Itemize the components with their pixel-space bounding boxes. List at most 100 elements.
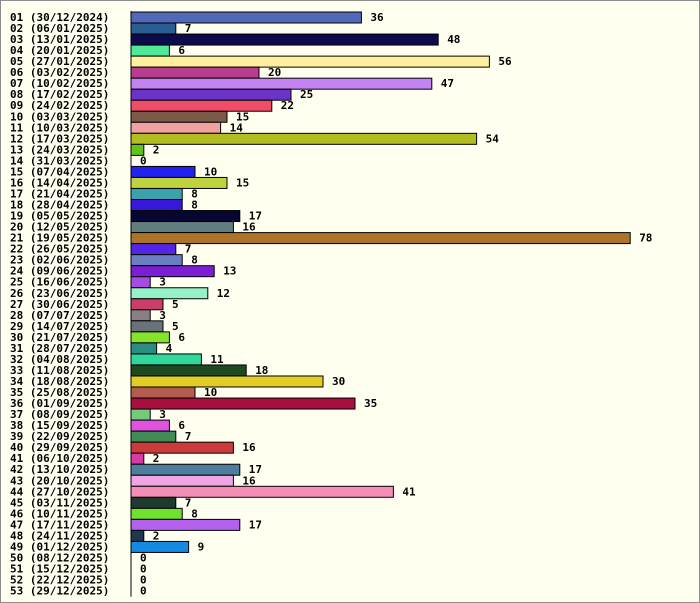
category-label: 27 (30/06/2025): [10, 298, 109, 311]
value-label: 8: [191, 254, 198, 267]
category-label: 41 (06/10/2025): [10, 452, 109, 465]
category-label: 50 (08/12/2025): [10, 551, 109, 564]
category-label: 03 (13/01/2025): [10, 33, 109, 46]
bar: [130, 221, 234, 234]
value-label: 16: [242, 221, 256, 234]
bar: [130, 110, 228, 123]
value-label: 30: [332, 375, 345, 388]
category-label: 07 (10/02/2025): [10, 77, 109, 90]
value-label: 15: [236, 176, 249, 189]
value-label: 0: [140, 574, 147, 587]
bar: [130, 364, 247, 377]
category-label: 08 (17/02/2025): [10, 88, 109, 101]
category-label: 18 (28/04/2025): [10, 199, 109, 212]
category-label: 37 (08/09/2025): [10, 408, 109, 421]
value-label: 14: [230, 121, 244, 134]
bar: [130, 331, 170, 344]
category-label: 14 (31/03/2025): [10, 154, 109, 167]
bar: [130, 232, 631, 245]
value-label: 8: [191, 507, 198, 520]
value-label: 17: [249, 463, 262, 476]
category-label: 05 (27/01/2025): [10, 55, 109, 68]
value-label: 22: [281, 99, 294, 112]
value-label: 47: [441, 77, 454, 90]
category-label: 33 (11/08/2025): [10, 364, 109, 377]
bar: [130, 320, 164, 333]
value-label: 8: [191, 187, 198, 200]
category-label: 25 (16/06/2025): [10, 276, 109, 289]
bar: [130, 187, 183, 200]
bar: [130, 176, 228, 189]
value-label: 18: [255, 364, 268, 377]
bar: [130, 44, 170, 57]
bar: [130, 121, 222, 134]
value-label: 4: [166, 342, 173, 355]
value-label: 3: [159, 309, 166, 322]
value-label: 2: [153, 452, 160, 465]
bar: [130, 287, 209, 300]
bar: [130, 540, 190, 553]
value-label: 0: [140, 585, 147, 598]
category-label: 10 (03/03/2025): [10, 110, 109, 123]
bar: [130, 507, 183, 520]
category-label: 28 (07/07/2025): [10, 309, 109, 322]
category-label: 32 (04/08/2025): [10, 353, 109, 366]
category-label: 16 (14/04/2025): [10, 176, 109, 189]
bar: [130, 485, 394, 498]
value-label: 20: [268, 66, 281, 79]
category-label: 20 (12/05/2025): [10, 221, 109, 234]
category-label: 40 (29/09/2025): [10, 441, 109, 454]
bar: [130, 143, 145, 156]
value-label: 56: [498, 55, 512, 68]
bar: [130, 298, 164, 311]
category-label: 34 (18/08/2025): [10, 375, 109, 388]
category-label: 13 (24/03/2025): [10, 143, 109, 156]
value-label: 7: [185, 496, 192, 509]
category-label: 47 (17/11/2025): [10, 518, 109, 531]
category-label: 21 (19/05/2025): [10, 232, 109, 245]
category-label: 29 (14/07/2025): [10, 320, 109, 333]
value-label: 48: [447, 33, 460, 46]
value-label: 15: [236, 110, 249, 123]
value-label: 17: [249, 210, 262, 223]
bar: [130, 77, 433, 90]
bar: [130, 55, 490, 68]
bar: [130, 66, 260, 79]
value-label: 11: [210, 353, 224, 366]
category-label: 15 (07/04/2025): [10, 165, 109, 178]
category-label: 01 (30/12/2024): [10, 11, 109, 24]
bar: [130, 254, 183, 267]
value-label: 10: [204, 386, 217, 399]
bar: [130, 88, 292, 101]
category-label: 39 (22/09/2025): [10, 430, 109, 443]
bar: [130, 33, 439, 46]
bar: [130, 386, 196, 399]
category-label: 35 (25/08/2025): [10, 386, 109, 399]
value-label: 0: [140, 563, 147, 576]
category-label: 19 (05/05/2025): [10, 210, 109, 223]
category-label: 49 (01/12/2025): [10, 540, 109, 553]
value-label: 7: [185, 22, 192, 35]
category-label: 52 (22/12/2025): [10, 574, 109, 587]
category-label: 26 (23/06/2025): [10, 287, 109, 300]
value-label: 6: [178, 44, 185, 57]
category-label: 36 (01/09/2025): [10, 397, 109, 410]
category-label: 53 (29/12/2025): [10, 585, 109, 598]
category-label: 31 (28/07/2025): [10, 342, 109, 355]
bar: [130, 265, 215, 278]
value-label: 10: [204, 165, 217, 178]
value-label: 9: [198, 540, 205, 553]
bar: [130, 408, 151, 421]
value-label: 3: [159, 276, 166, 289]
category-label: 44 (27/10/2025): [10, 485, 109, 498]
category-label: 38 (15/09/2025): [10, 419, 109, 432]
value-label: 16: [242, 441, 256, 454]
value-label: 6: [178, 419, 185, 432]
bar: [130, 210, 241, 223]
category-label: 46 (10/11/2025): [10, 507, 109, 520]
value-label: 54: [486, 132, 500, 145]
bar: [130, 518, 241, 531]
bar: [130, 342, 158, 355]
value-label: 78: [639, 232, 652, 245]
bar: [130, 132, 478, 145]
